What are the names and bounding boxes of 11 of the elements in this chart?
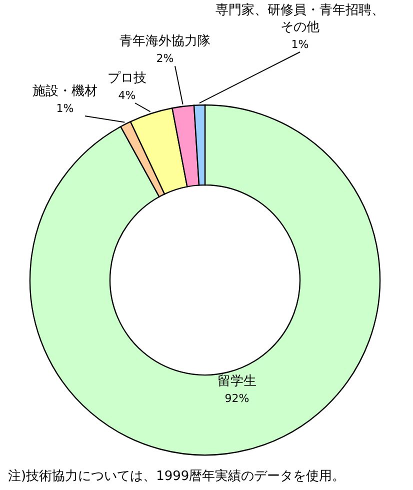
slice-label: 施設・機材 xyxy=(32,84,98,99)
data-label: 2% xyxy=(156,52,174,65)
data-label: 4% xyxy=(118,89,136,102)
slice-label: 専門家、研修員・青年招聘、その他 xyxy=(216,2,384,35)
slice-label: 留学生 xyxy=(218,374,256,389)
slice-label: 青年海外協力隊 xyxy=(120,34,210,49)
data-label: 92% xyxy=(224,392,250,405)
slice-label: プロ技 xyxy=(108,71,146,86)
data-label: 1% xyxy=(56,102,74,115)
data-label: 1% xyxy=(291,38,309,51)
text: 注)技術協力については、1999暦年実績のデータを使用。 xyxy=(8,468,346,484)
